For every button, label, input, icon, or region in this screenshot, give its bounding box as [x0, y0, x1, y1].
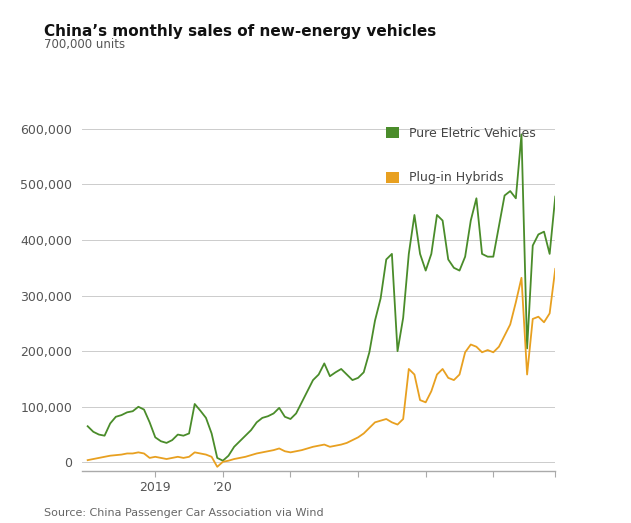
Legend: Pure Eletric Vehicles, Plug-in Hybrids: Pure Eletric Vehicles, Plug-in Hybrids	[386, 127, 536, 185]
Text: 700,000 units: 700,000 units	[44, 38, 126, 51]
Text: Source: China Passenger Car Association via Wind: Source: China Passenger Car Association …	[44, 508, 324, 518]
Text: China’s monthly sales of new-energy vehicles: China’s monthly sales of new-energy vehi…	[44, 24, 437, 39]
